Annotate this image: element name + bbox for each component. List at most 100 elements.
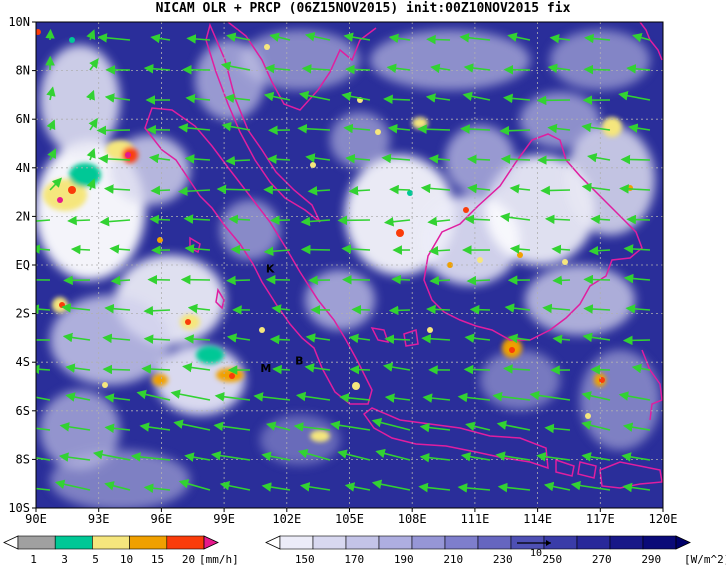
wind-vector (182, 362, 211, 373)
wind-vector (428, 245, 451, 256)
wind-vector (420, 183, 451, 194)
wind-vector (304, 363, 331, 373)
place-label-k: K (266, 262, 275, 275)
wind-vector (59, 422, 91, 432)
coast-sulawesi (641, 349, 663, 421)
lat-tick-label: 10N (8, 15, 30, 29)
wind-vector (549, 33, 571, 44)
wind-vector (348, 333, 371, 344)
wind-vector (620, 154, 651, 165)
wind-vector (330, 420, 371, 431)
wind-vector (293, 422, 331, 432)
wind-vector (509, 184, 531, 194)
colorbar-high-arrow (675, 535, 691, 550)
wind-vector (297, 123, 331, 134)
coast-sumbawa (599, 461, 663, 489)
wind-vector (104, 303, 131, 314)
wind-vector (149, 214, 171, 225)
colorbar-segment (312, 535, 347, 550)
colorbar-label: 5 (92, 553, 99, 566)
wind-vector (143, 483, 171, 493)
wind-vector (178, 479, 211, 491)
wind-vector (230, 244, 251, 255)
wind-vector (499, 125, 531, 136)
wind-vector (85, 89, 95, 101)
wind-vector (36, 219, 51, 222)
wind-vector (429, 275, 451, 286)
wind-vector (141, 364, 171, 374)
wind-vector (623, 244, 651, 254)
wind-vector (143, 63, 171, 74)
wind-vector (618, 391, 651, 401)
wind-vector (465, 421, 491, 431)
wind-vector (583, 64, 611, 75)
lat-tick-label: 10S (8, 501, 30, 515)
wind-vector (426, 304, 451, 315)
wind-vector (529, 390, 571, 401)
wind-vector (495, 451, 531, 461)
lon-tick-label: 117E (586, 512, 615, 526)
wind-vector (226, 275, 251, 286)
wind-vector (618, 91, 651, 101)
wind-vector (184, 154, 211, 164)
wind-vector (466, 154, 491, 165)
wind-vector (418, 482, 451, 493)
wind-vector (388, 33, 411, 44)
wind-vector (544, 423, 571, 434)
colorbar-segment (54, 535, 93, 550)
wind-vector (507, 32, 531, 42)
wind-vector (622, 482, 651, 493)
wind-vector (224, 93, 251, 104)
wind-vector (463, 63, 491, 73)
wind-vector (469, 304, 491, 315)
wind-vector (430, 63, 451, 74)
wind-vector (547, 63, 571, 74)
wind-vector (46, 119, 56, 131)
wind-vector (503, 93, 531, 104)
wind-vector (65, 363, 91, 373)
wind-vector (36, 304, 51, 314)
wind-vector (104, 393, 131, 403)
wind-vector (61, 303, 91, 313)
lat-tick-label: 2S (16, 307, 30, 321)
colorbar-label: 190 (394, 553, 414, 566)
wind-vector (98, 154, 131, 164)
wind-vector (623, 273, 651, 284)
wind-vector (583, 304, 611, 314)
wind-vector (625, 304, 651, 314)
wind-vector (86, 178, 96, 191)
wind-vector (386, 63, 411, 74)
wind-vector (266, 154, 291, 165)
wind-vector (88, 117, 98, 131)
wind-vector (148, 153, 171, 164)
wind-vector (297, 448, 331, 461)
wind-vector (295, 391, 331, 402)
wind-vector (307, 186, 331, 196)
colorbar-low-arrow (3, 535, 19, 550)
wind-vector (463, 364, 491, 375)
wind-vector (104, 481, 131, 491)
wind-vector (86, 29, 96, 41)
wind-vector (551, 244, 571, 255)
wind-vector (428, 154, 451, 164)
figure-title: NICAM OLR + PRCP (06Z15NOV2015) init:00Z… (155, 1, 571, 16)
coast-belitung (403, 329, 419, 347)
wind-vector (130, 452, 171, 462)
colorbar-high-arrow (203, 535, 219, 550)
colorbar-label: 290 (641, 553, 661, 566)
wind-vector (543, 481, 571, 492)
wind-vector (499, 212, 531, 223)
wind-vector (427, 216, 451, 227)
wind-vector (263, 91, 291, 102)
wind-vector (143, 334, 171, 344)
wind-vector (226, 32, 251, 42)
wind-vector (54, 479, 91, 491)
lon-tick-label: 105E (335, 512, 364, 526)
wind-vector (136, 389, 171, 401)
wind-vector (304, 31, 331, 42)
wind-vector (621, 452, 651, 462)
wind-vector (185, 93, 211, 104)
wind-vector (177, 186, 211, 197)
wind-vector (419, 422, 451, 433)
wind-vector (581, 122, 611, 133)
